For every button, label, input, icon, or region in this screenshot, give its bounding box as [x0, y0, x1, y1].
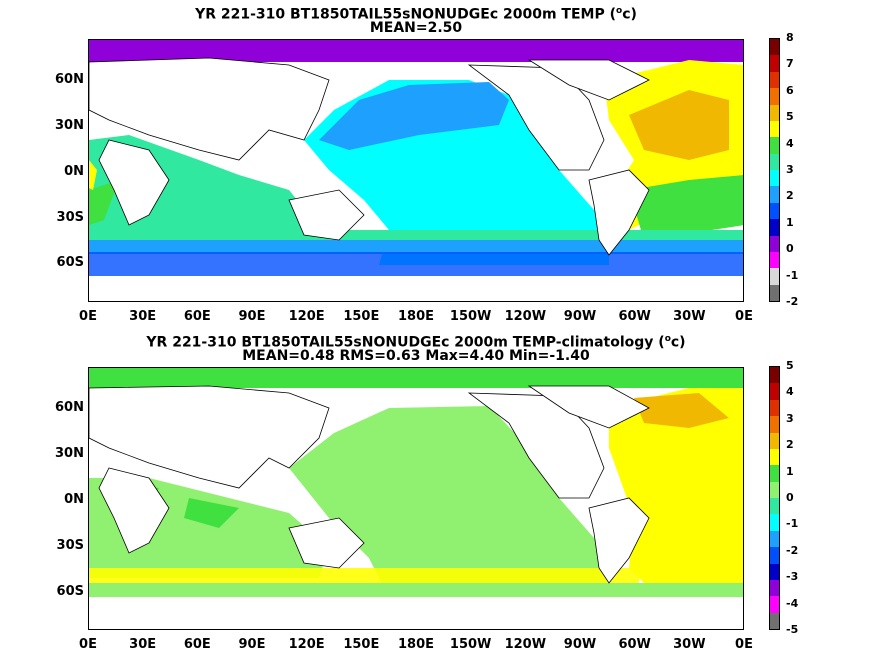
colorbar-swatch: [770, 399, 779, 417]
colorbar-label: 4: [786, 136, 794, 150]
colorbar-swatch: [770, 137, 779, 154]
colorbar-label: -1: [786, 517, 799, 531]
colorbar-label: -2: [786, 295, 799, 308]
lat-label-30n: 30N: [55, 118, 84, 133]
lon-label: 150W: [449, 309, 492, 324]
panel2-colorbar: [769, 366, 780, 630]
lat-label-0n: 0N: [64, 164, 84, 179]
colorbar-label: 3: [786, 411, 794, 425]
colorbar-swatch: [770, 563, 779, 580]
colorbar-swatch: [770, 596, 779, 613]
lat-label-0n-p2: 0N: [64, 492, 84, 507]
lon-label: 90W: [563, 637, 597, 652]
lat-label-60s: 60S: [56, 255, 84, 270]
colorbar-label: 2: [786, 438, 794, 452]
colorbar-swatch: [770, 202, 779, 220]
lon-label: 90W: [563, 309, 597, 324]
lon-label: 60E: [183, 309, 211, 324]
colorbar-label: 1: [786, 215, 794, 229]
colorbar-swatch: [770, 448, 779, 466]
lat-label-30n-p2: 30N: [55, 446, 84, 461]
colorbar-swatch: [770, 367, 779, 384]
lon-label: 180E: [397, 637, 435, 652]
lon-label: 120W: [504, 309, 547, 324]
colorbar-swatch: [770, 71, 779, 89]
panel2-map: [88, 367, 744, 630]
colorbar-swatch: [770, 498, 779, 515]
colorbar-label: 5: [786, 359, 794, 372]
colorbar-swatch: [770, 219, 779, 236]
colorbar-swatch: [770, 432, 779, 449]
colorbar-label: 6: [786, 83, 794, 97]
colorbar-swatch: [770, 55, 779, 72]
colorbar-swatch: [770, 612, 779, 629]
lon-label: 90E: [238, 637, 266, 652]
panel1-map: [88, 39, 744, 302]
colorbar-label: 2: [786, 189, 794, 203]
colorbar-swatch: [770, 547, 779, 564]
colorbar-swatch: [770, 481, 779, 498]
panel2-stats: MEAN=0.48 RMS=0.63 Max=4.40 Min=-1.40: [242, 348, 590, 364]
colorbar-label: 7: [786, 57, 794, 71]
panel2-title: YR 221-310 BT1850TAIL55sNONUDGEc 2000m T…: [146, 334, 686, 351]
colorbar-label: 0: [786, 242, 794, 256]
lon-label: 120E: [288, 309, 325, 324]
colorbar-swatch: [770, 416, 779, 433]
colorbar-swatch: [770, 186, 779, 203]
lon-label: 60W: [618, 637, 651, 652]
colorbar-label: -1: [786, 268, 799, 282]
colorbar-swatch: [770, 383, 779, 400]
colorbar-swatch: [770, 268, 779, 285]
colorbar-swatch: [770, 465, 779, 482]
colorbar-swatch: [770, 284, 779, 301]
colorbar-swatch: [770, 530, 779, 548]
lon-label: 120E: [288, 637, 325, 652]
panel1-colorbar: [769, 38, 780, 302]
lon-label: 30E: [129, 309, 157, 324]
colorbar-swatch: [770, 579, 779, 597]
colorbar-label: 4: [786, 385, 794, 399]
colorbar-swatch: [770, 235, 779, 252]
lat-label-60n-p2: 60N: [55, 400, 84, 415]
colorbar-label: -2: [786, 543, 799, 557]
colorbar-swatch: [770, 514, 779, 531]
colorbar-label: 5: [786, 110, 794, 124]
colorbar-label: 3: [786, 163, 794, 176]
panel1-mean: MEAN=2.50: [369, 20, 463, 36]
lat-label-60n: 60N: [55, 72, 84, 87]
lat-label-60s-p2: 60S: [56, 584, 84, 599]
lon-label: 150E: [343, 637, 380, 652]
lon-label: 150W: [449, 637, 492, 652]
lon-label: 180E: [397, 309, 435, 324]
colorbar-label: -4: [786, 596, 799, 610]
colorbar-swatch: [770, 153, 779, 170]
lon-label: 30W: [673, 309, 706, 324]
panel1-title: YR 221-310 BT1850TAIL55sNONUDGEc 2000m T…: [195, 6, 637, 23]
lon-label: 150E: [343, 309, 380, 324]
colorbar-label: -3: [786, 570, 799, 584]
colorbar-label: 0: [786, 491, 794, 504]
colorbar-label: -5: [786, 623, 799, 636]
colorbar-label: 1: [786, 464, 794, 478]
colorbar-swatch: [770, 170, 779, 187]
lon-label: 60W: [618, 309, 651, 324]
lon-label: 90E: [238, 309, 266, 324]
colorbar-swatch: [770, 120, 779, 138]
lon-label: 30W: [673, 637, 706, 652]
colorbar-swatch: [770, 88, 779, 105]
colorbar-swatch: [770, 39, 779, 56]
lat-label-30s-p2: 30S: [56, 538, 84, 553]
lon-label: 60E: [183, 637, 211, 652]
colorbar-swatch: [770, 251, 779, 269]
lon-label: 120W: [504, 637, 547, 652]
lon-label: 0E: [79, 637, 97, 652]
lon-label: 0E: [79, 309, 97, 324]
lon-label: 0E: [735, 309, 753, 324]
colorbar-label: 8: [786, 31, 794, 44]
colorbar-swatch: [770, 104, 779, 121]
lon-label: 0E: [735, 637, 753, 652]
lon-label: 30E: [129, 637, 157, 652]
lat-label-30s: 30S: [56, 210, 84, 225]
